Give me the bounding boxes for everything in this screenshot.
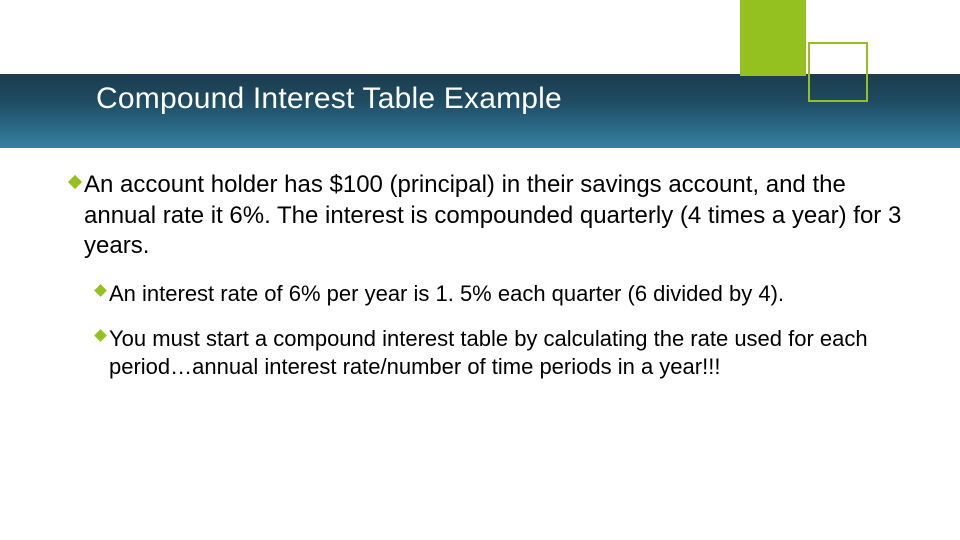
slide-title: Compound Interest Table Example — [96, 82, 562, 116]
bullet-level-1: An account holder has $100 (principal) i… — [70, 170, 910, 262]
bullet-level-2: An interest rate of 6% per year is 1. 5%… — [96, 280, 910, 309]
accent-square-filled — [740, 0, 806, 76]
sub-bullet-group: An interest rate of 6% per year is 1. 5%… — [70, 280, 910, 382]
diamond-bullet-icon — [96, 286, 105, 295]
diamond-bullet-icon — [96, 331, 105, 340]
bullet-text: An account holder has $100 (principal) i… — [84, 170, 910, 262]
diamond-bullet-icon — [70, 177, 80, 187]
accent-square-outline — [808, 42, 868, 102]
bullet-text: An interest rate of 6% per year is 1. 5%… — [109, 280, 784, 309]
slide: Compound Interest Table Example An accou… — [0, 0, 960, 540]
slide-body: An account holder has $100 (principal) i… — [70, 170, 910, 398]
bullet-level-2: You must start a compound interest table… — [96, 325, 910, 382]
bullet-text: You must start a compound interest table… — [109, 325, 910, 382]
